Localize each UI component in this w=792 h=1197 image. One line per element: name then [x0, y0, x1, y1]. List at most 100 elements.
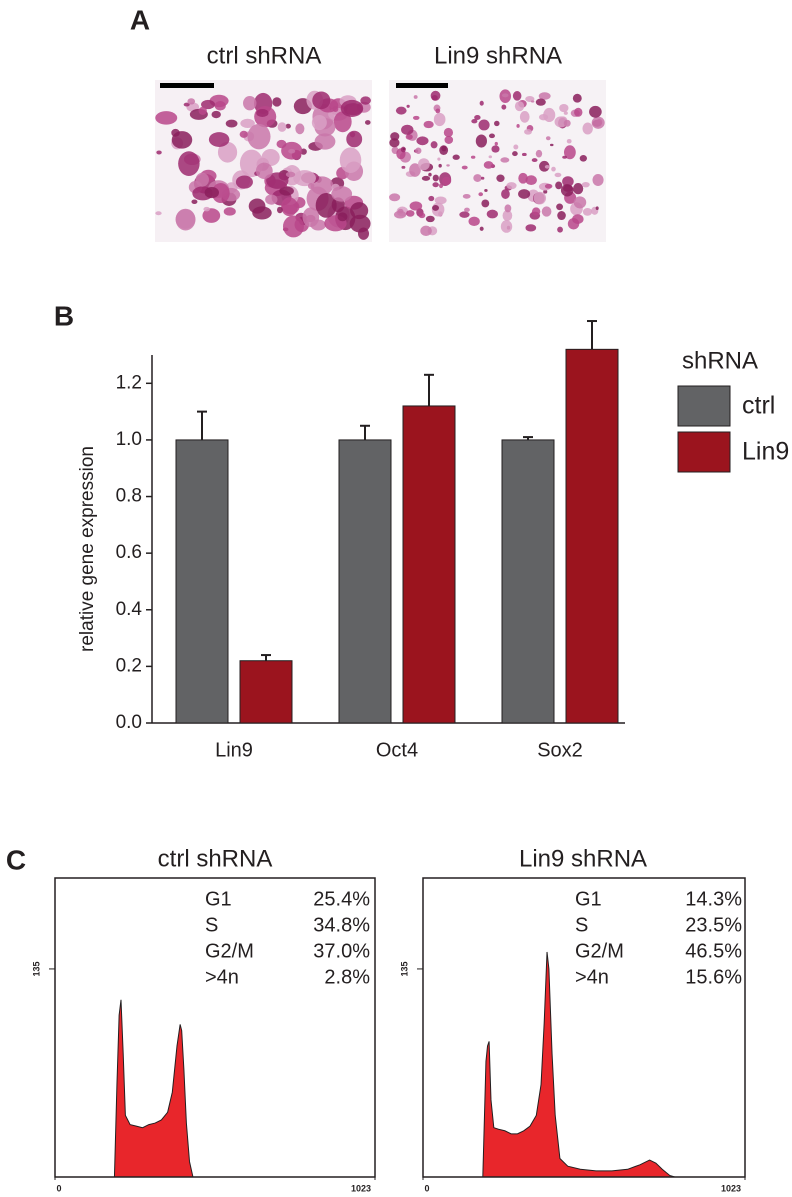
cell — [364, 120, 371, 125]
cell — [252, 206, 272, 220]
legend-title: shRNA — [682, 347, 758, 374]
y-tick-label: 0.8 — [116, 486, 142, 507]
cell — [395, 106, 407, 115]
cell — [504, 204, 512, 213]
cell — [519, 111, 530, 123]
cell — [187, 98, 196, 105]
cell — [573, 183, 584, 195]
cell — [475, 134, 487, 148]
cell — [437, 157, 441, 161]
bar — [239, 660, 293, 724]
cell — [428, 172, 432, 177]
cell — [430, 90, 441, 101]
cell — [360, 96, 371, 105]
cell — [441, 176, 452, 186]
cell — [211, 110, 221, 119]
y-tick-label: 0.6 — [116, 542, 142, 563]
cell — [501, 104, 507, 110]
cell — [480, 176, 485, 180]
cell — [285, 123, 291, 129]
cells — [155, 89, 605, 240]
x-tick-label: 0 — [424, 1183, 429, 1193]
cell — [483, 161, 494, 169]
cell — [435, 108, 441, 114]
cell — [171, 131, 193, 149]
stat-label: G2/M — [575, 940, 624, 962]
cell — [439, 183, 444, 189]
cell — [559, 103, 569, 113]
cell — [481, 199, 490, 208]
cell — [208, 132, 230, 147]
cell — [343, 103, 363, 116]
cell — [430, 141, 438, 149]
cell — [531, 207, 541, 216]
cell — [591, 116, 605, 129]
cell — [389, 138, 400, 148]
chart-title: ctrl shRNA — [158, 845, 273, 872]
cell — [563, 145, 576, 160]
cell — [265, 194, 278, 205]
x-tick-label: 0 — [56, 1183, 61, 1193]
cell — [539, 160, 550, 172]
cell — [484, 189, 488, 192]
cell — [563, 111, 568, 115]
cell — [473, 174, 482, 182]
cell — [573, 196, 587, 209]
bar — [402, 405, 456, 724]
cell — [203, 206, 210, 212]
cell — [256, 108, 269, 117]
cell — [486, 209, 498, 219]
cell — [479, 100, 484, 106]
cell — [401, 165, 406, 169]
cell — [557, 210, 566, 221]
cell — [478, 119, 490, 131]
cell — [521, 152, 527, 157]
cell — [560, 184, 574, 197]
cell — [461, 165, 468, 170]
cell — [432, 204, 440, 211]
cell — [500, 220, 513, 233]
cell — [425, 215, 435, 223]
cell — [535, 149, 543, 158]
cell — [468, 216, 480, 227]
cell — [459, 211, 470, 218]
cell — [544, 164, 550, 169]
cell — [406, 104, 410, 108]
panel-label: A — [130, 4, 150, 35]
cell — [339, 147, 362, 173]
cell — [541, 206, 552, 217]
scale-bar — [396, 83, 448, 88]
cell — [418, 212, 426, 219]
cell — [307, 182, 315, 190]
cell — [198, 106, 207, 115]
cell — [314, 133, 336, 150]
cell — [464, 207, 470, 213]
image-title: Lin9 shRNA — [434, 42, 562, 69]
cell — [551, 166, 556, 172]
cell — [412, 115, 420, 120]
cell — [178, 151, 200, 176]
y-tick-label: 0.0 — [116, 712, 142, 733]
cell — [525, 224, 537, 232]
cell — [567, 218, 580, 230]
cell — [423, 120, 434, 129]
cell — [462, 193, 471, 199]
cell — [421, 175, 431, 181]
cell — [433, 112, 446, 127]
cell — [279, 186, 294, 196]
y-tick-label: 1.2 — [116, 372, 142, 393]
stat-value: 46.5% — [685, 940, 742, 962]
cell — [443, 127, 454, 138]
plot-frame — [54, 877, 376, 1178]
cell — [333, 111, 352, 133]
cell — [428, 195, 435, 202]
cell — [331, 186, 353, 202]
cell — [474, 115, 481, 120]
cell — [183, 102, 190, 107]
cell — [420, 225, 432, 237]
cell — [202, 208, 221, 223]
cell — [390, 132, 400, 141]
cell — [195, 172, 209, 187]
cell — [416, 136, 429, 146]
cell — [494, 120, 500, 127]
